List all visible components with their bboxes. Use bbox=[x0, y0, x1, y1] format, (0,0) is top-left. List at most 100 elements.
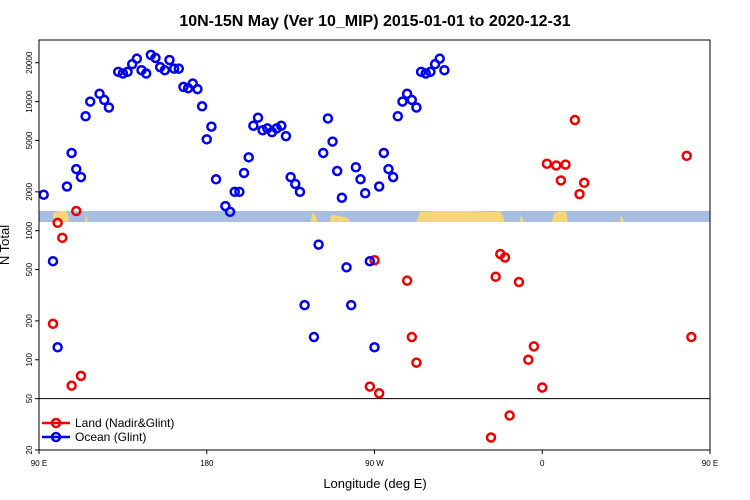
land-point bbox=[578, 177, 590, 189]
ocean-point bbox=[173, 63, 185, 74]
ocean-point bbox=[206, 121, 217, 132]
y-axis: 20 50 100 200 500 1000 2000 5000 10000 20000 bbox=[25, 51, 39, 454]
legend-marker-ocean bbox=[50, 431, 62, 443]
ocean-point bbox=[290, 178, 301, 190]
land-point bbox=[499, 252, 511, 263]
land-point bbox=[75, 370, 87, 382]
land-point bbox=[369, 255, 380, 266]
x-axis: 90 E 180 90 W 0 90 E bbox=[31, 450, 718, 468]
land-point bbox=[364, 381, 376, 392]
ocean-point bbox=[322, 113, 334, 124]
y-tick-label: 100 bbox=[25, 353, 34, 367]
x-tick-label: 0 bbox=[540, 459, 545, 468]
coverage-band-base bbox=[39, 211, 710, 222]
land-point bbox=[555, 175, 567, 186]
ocean-point bbox=[425, 66, 436, 78]
ocean-point bbox=[234, 186, 245, 198]
land-point bbox=[411, 357, 422, 368]
ocean-point bbox=[345, 299, 357, 311]
ocean-point bbox=[397, 96, 408, 107]
ocean-point bbox=[313, 239, 324, 250]
ocean-point bbox=[331, 165, 343, 177]
ocean-point bbox=[387, 171, 399, 183]
land-point bbox=[52, 217, 63, 229]
y-tick-label: 20 bbox=[25, 445, 34, 454]
y-tick-label: 500 bbox=[25, 262, 34, 276]
legend-label-land: Land (Nadir&Glint) bbox=[75, 416, 174, 430]
ocean-point bbox=[61, 181, 73, 192]
ocean-point bbox=[243, 152, 254, 163]
ocean-point bbox=[224, 206, 236, 218]
ocean-point bbox=[238, 167, 250, 179]
legend-marker-land bbox=[50, 417, 62, 429]
ocean-point bbox=[80, 110, 91, 122]
ocean-point bbox=[317, 147, 329, 159]
ocean-point bbox=[252, 112, 264, 123]
ocean-point bbox=[196, 101, 208, 112]
x-tick-label: 180 bbox=[200, 459, 214, 468]
x-tick-label: 90 E bbox=[702, 459, 718, 468]
ocean-point bbox=[75, 171, 87, 183]
ocean-point bbox=[359, 187, 371, 199]
y-tick-label: 10000 bbox=[25, 90, 34, 113]
land-point bbox=[401, 275, 413, 286]
ocean-point bbox=[276, 120, 287, 131]
land-point bbox=[504, 410, 515, 421]
ocean-point bbox=[434, 53, 445, 64]
ocean-point bbox=[229, 186, 240, 198]
ocean-point bbox=[248, 120, 259, 131]
ocean-point bbox=[192, 83, 203, 95]
land-point bbox=[523, 354, 534, 366]
y-tick-label: 50 bbox=[25, 394, 34, 403]
land-point bbox=[57, 232, 68, 244]
x-tick-label: 90 W bbox=[365, 459, 384, 468]
land-point bbox=[373, 388, 385, 399]
ocean-point bbox=[131, 53, 143, 64]
ocean-point bbox=[392, 110, 404, 122]
y-axis-label: N Total bbox=[0, 225, 12, 265]
coverage-band-fill bbox=[53, 211, 624, 222]
land-point bbox=[513, 276, 525, 288]
land-point bbox=[569, 114, 581, 126]
ocean-point bbox=[369, 342, 380, 353]
ocean-point bbox=[350, 162, 362, 173]
ocean-point bbox=[201, 134, 212, 145]
land-point bbox=[66, 380, 77, 391]
ocean-point bbox=[52, 342, 63, 353]
ocean-point bbox=[140, 68, 152, 79]
ocean-point bbox=[71, 163, 82, 175]
ocean-point bbox=[280, 130, 292, 142]
land-point bbox=[574, 188, 585, 200]
land-point bbox=[528, 341, 540, 352]
ocean-point bbox=[308, 331, 320, 343]
plot-frame bbox=[38, 39, 711, 451]
ocean-point bbox=[299, 299, 310, 311]
coverage-band bbox=[39, 211, 710, 222]
chart-title: 10N-15N May (Ver 10_MIP) 2015-01-01 to 2… bbox=[179, 13, 570, 30]
land-point bbox=[541, 158, 553, 169]
ocean-point bbox=[336, 192, 348, 203]
legend: Land (Nadir&Glint) Ocean (Glint) bbox=[42, 416, 174, 444]
y-tick-label: 5000 bbox=[25, 131, 34, 149]
ocean-point bbox=[355, 174, 366, 185]
legend-label-ocean: Ocean (Glint) bbox=[75, 430, 146, 444]
land-point bbox=[490, 271, 501, 282]
ocean-point bbox=[406, 94, 418, 106]
ocean-point bbox=[47, 255, 59, 267]
ocean-point bbox=[164, 54, 175, 66]
y-tick-label: 2000 bbox=[25, 182, 34, 200]
ocean-point bbox=[411, 102, 422, 113]
ocean-point bbox=[294, 186, 306, 198]
ocean-point bbox=[85, 96, 96, 107]
ocean-point bbox=[285, 171, 296, 183]
ocean-point bbox=[178, 81, 189, 93]
ocean-point bbox=[327, 136, 338, 147]
ocean-point bbox=[341, 262, 352, 273]
land-point bbox=[681, 150, 692, 162]
ocean-point bbox=[364, 255, 376, 267]
ocean-point bbox=[373, 181, 385, 192]
land-point bbox=[47, 318, 59, 330]
ocean-point bbox=[168, 63, 180, 74]
ocean-point bbox=[98, 94, 110, 106]
x-axis-label: Longitude (deg E) bbox=[323, 476, 426, 491]
